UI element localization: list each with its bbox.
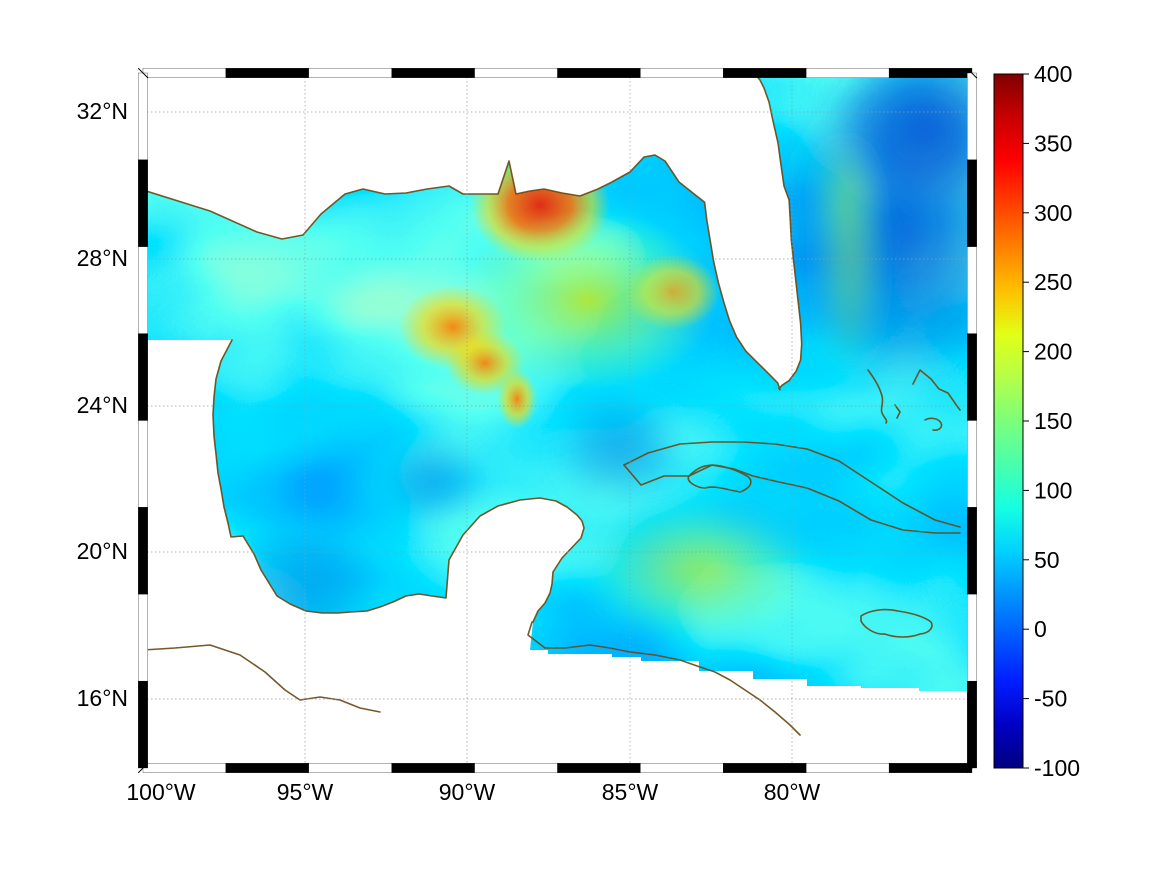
svg-text:250: 250 (1034, 269, 1072, 295)
svg-text:-100: -100 (1034, 755, 1080, 781)
svg-text:100: 100 (1034, 477, 1072, 503)
svg-text:350: 350 (1034, 130, 1072, 156)
svg-text:200: 200 (1034, 339, 1072, 365)
svg-text:100°W: 100°W (126, 779, 196, 805)
svg-text:24°N: 24°N (77, 392, 128, 418)
svg-text:90°W: 90°W (439, 779, 496, 805)
svg-text:80°W: 80°W (764, 779, 821, 805)
svg-text:28°N: 28°N (77, 245, 128, 271)
svg-text:85°W: 85°W (602, 779, 659, 805)
svg-text:95°W: 95°W (277, 779, 334, 805)
svg-text:400: 400 (1034, 61, 1072, 87)
svg-text:16°N: 16°N (77, 685, 128, 711)
svg-text:150: 150 (1034, 408, 1072, 434)
svg-text:20°N: 20°N (77, 538, 128, 564)
svg-text:50: 50 (1034, 547, 1060, 573)
svg-text:-50: -50 (1034, 686, 1067, 712)
svg-text:300: 300 (1034, 200, 1072, 226)
svg-text:0: 0 (1034, 616, 1047, 642)
svg-text:32°N: 32°N (77, 98, 128, 124)
